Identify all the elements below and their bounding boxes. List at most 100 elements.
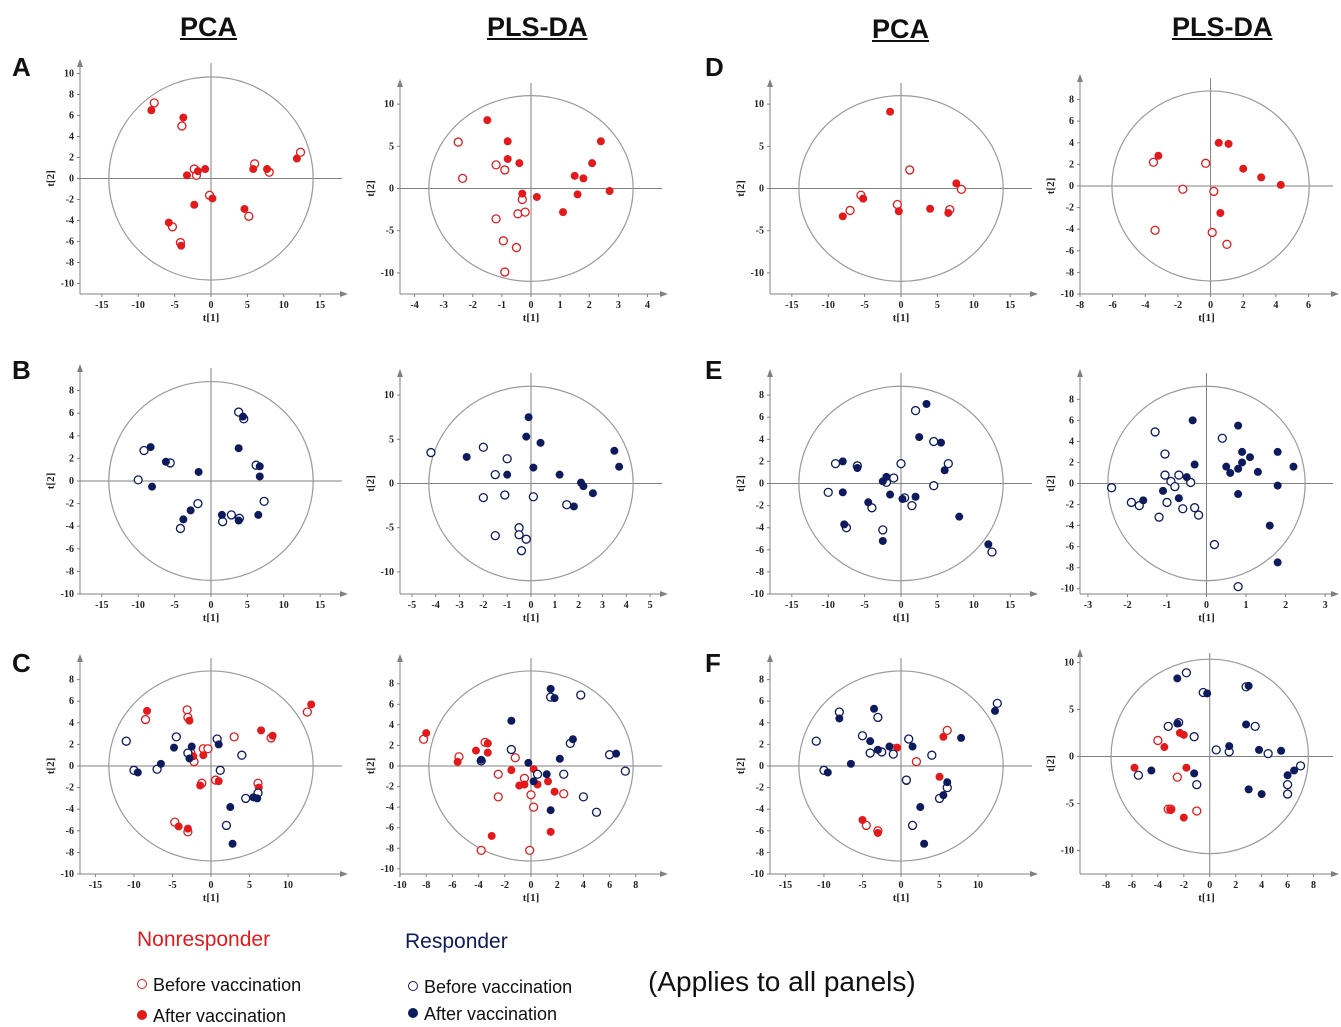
col-title-plsda-right: PLS-DA (1172, 12, 1273, 42)
responder-after-point (853, 464, 862, 473)
responder-after-point (911, 492, 920, 501)
x-tick-label: 10 (973, 880, 983, 891)
x-tick-label: 4 (1259, 880, 1264, 891)
responder-before-point (1170, 482, 1180, 492)
y-tick-label: 10 (64, 69, 74, 80)
y-axis-label: t[2] (1045, 475, 1057, 492)
x-tick-label: -10 (393, 880, 406, 891)
nonresponder-before-point (905, 165, 915, 175)
responder-after-point (228, 839, 237, 848)
nonresponder-after-point (605, 187, 614, 196)
responder-after-point (1273, 481, 1282, 490)
y-tick-label: 0 (759, 184, 764, 195)
nonresponder-before-point (498, 236, 508, 246)
x-tick-label: -4 (1141, 300, 1149, 311)
y-tick-label: 10 (384, 99, 394, 110)
responder-before-point (215, 765, 225, 775)
y-tick-label: -10 (751, 268, 764, 279)
nonresponder-before-point (525, 845, 535, 855)
y-axis-label: t[2] (45, 758, 57, 775)
y-tick-label: -2 (756, 783, 764, 794)
nonresponder-after-point (1179, 813, 1188, 822)
x-tick-label: 0 (899, 300, 904, 311)
y-axis-arrow (767, 654, 773, 662)
x-tick-label: 15 (315, 300, 325, 311)
nonresponder-before-point (1192, 806, 1202, 816)
y-tick-label: -10 (751, 589, 764, 600)
x-tick-label: 2 (1241, 300, 1246, 311)
responder-before-point (901, 775, 912, 785)
nonresponder-after-point (164, 218, 173, 227)
responder-before-point (1263, 748, 1273, 759)
responder-before-point (221, 820, 232, 831)
nonresponder-after-point (196, 781, 205, 790)
y-tick-label: 6 (389, 699, 394, 710)
y-tick-label: 4 (759, 434, 764, 445)
y-tick-label: 4 (389, 720, 394, 731)
y-tick-label: -4 (756, 523, 764, 534)
y-tick-label: -8 (1066, 563, 1074, 574)
hotelling-ellipse (108, 76, 314, 281)
hotelling-ellipse (1111, 90, 1310, 282)
nonresponder-before-point (892, 199, 903, 210)
x-tick-label: -5 (170, 600, 178, 611)
responder-after-point (214, 740, 223, 749)
responder-after-point (550, 694, 559, 703)
legend-nonresponder-title: Nonresponder (137, 928, 271, 951)
plot-e-pca: -15 -10 -5 0 5 10 15 -10 -8 -6 -4 -2 0 2 4 6 8 t[1] t[2] (735, 369, 1038, 624)
responder-after-point (1188, 416, 1197, 425)
nonresponder-before-point (203, 744, 213, 754)
x-tick-label: -2 (479, 600, 487, 611)
y-tick-label: -4 (66, 216, 74, 227)
x-axis-arrow (1331, 291, 1339, 297)
responder-before-point (1192, 780, 1202, 790)
responder-before-point (490, 531, 500, 541)
responder-after-point (146, 443, 155, 452)
responder-before-point (532, 769, 543, 779)
responder-before-point (929, 436, 939, 447)
responder-after-point (1244, 681, 1253, 690)
x-tick-label: 10 (283, 880, 293, 891)
y-tick-label: 0 (69, 174, 74, 185)
responder-after-point (588, 489, 597, 498)
nonresponder-after-point (573, 190, 582, 199)
nonresponder-after-point (570, 171, 579, 180)
x-axis-arrow (1030, 591, 1038, 597)
nonresponder-before-point (491, 214, 501, 224)
responder-after-point (1273, 558, 1282, 567)
responder-before-point (1193, 510, 1204, 520)
responder-after-point (922, 399, 931, 408)
responder-after-point (161, 457, 170, 466)
nonresponder-before-point (1201, 158, 1211, 168)
responder-after-point (217, 510, 226, 519)
nonresponder-before-point (476, 845, 486, 855)
responder-after-point (239, 412, 248, 421)
responder-after-point (555, 754, 564, 763)
y-tick-label: 0 (69, 476, 74, 487)
y-tick-label: -4 (66, 521, 74, 532)
x-tick-label: 0 (1204, 600, 1209, 611)
y-axis-arrow (1077, 649, 1083, 657)
y-axis-arrow (397, 369, 403, 377)
responder-after-point (1242, 720, 1251, 729)
x-tick-label: -1 (1163, 600, 1171, 611)
x-tick-label: 15 (315, 600, 325, 611)
x-tick-label: 0 (209, 880, 214, 891)
nonresponder-after-point (520, 780, 529, 789)
responder-after-point (1244, 785, 1253, 794)
y-tick-label: -10 (1061, 584, 1074, 595)
x-tick-label: 15 (1005, 300, 1015, 311)
responder-after-point (536, 438, 545, 447)
x-tick-label: -2 (501, 880, 509, 891)
x-tick-label: 2 (555, 880, 560, 891)
responder-before-point (1282, 780, 1293, 790)
responder-before-point (133, 475, 143, 485)
y-tick-label: 8 (69, 386, 74, 397)
row-letter-d: D (705, 52, 724, 82)
responder-after-point (462, 452, 471, 461)
responder-after-point (920, 839, 929, 848)
y-tick-label: -10 (751, 869, 764, 880)
x-tick-label: 0 (1207, 880, 1212, 891)
y-tick-label: -8 (66, 258, 74, 269)
